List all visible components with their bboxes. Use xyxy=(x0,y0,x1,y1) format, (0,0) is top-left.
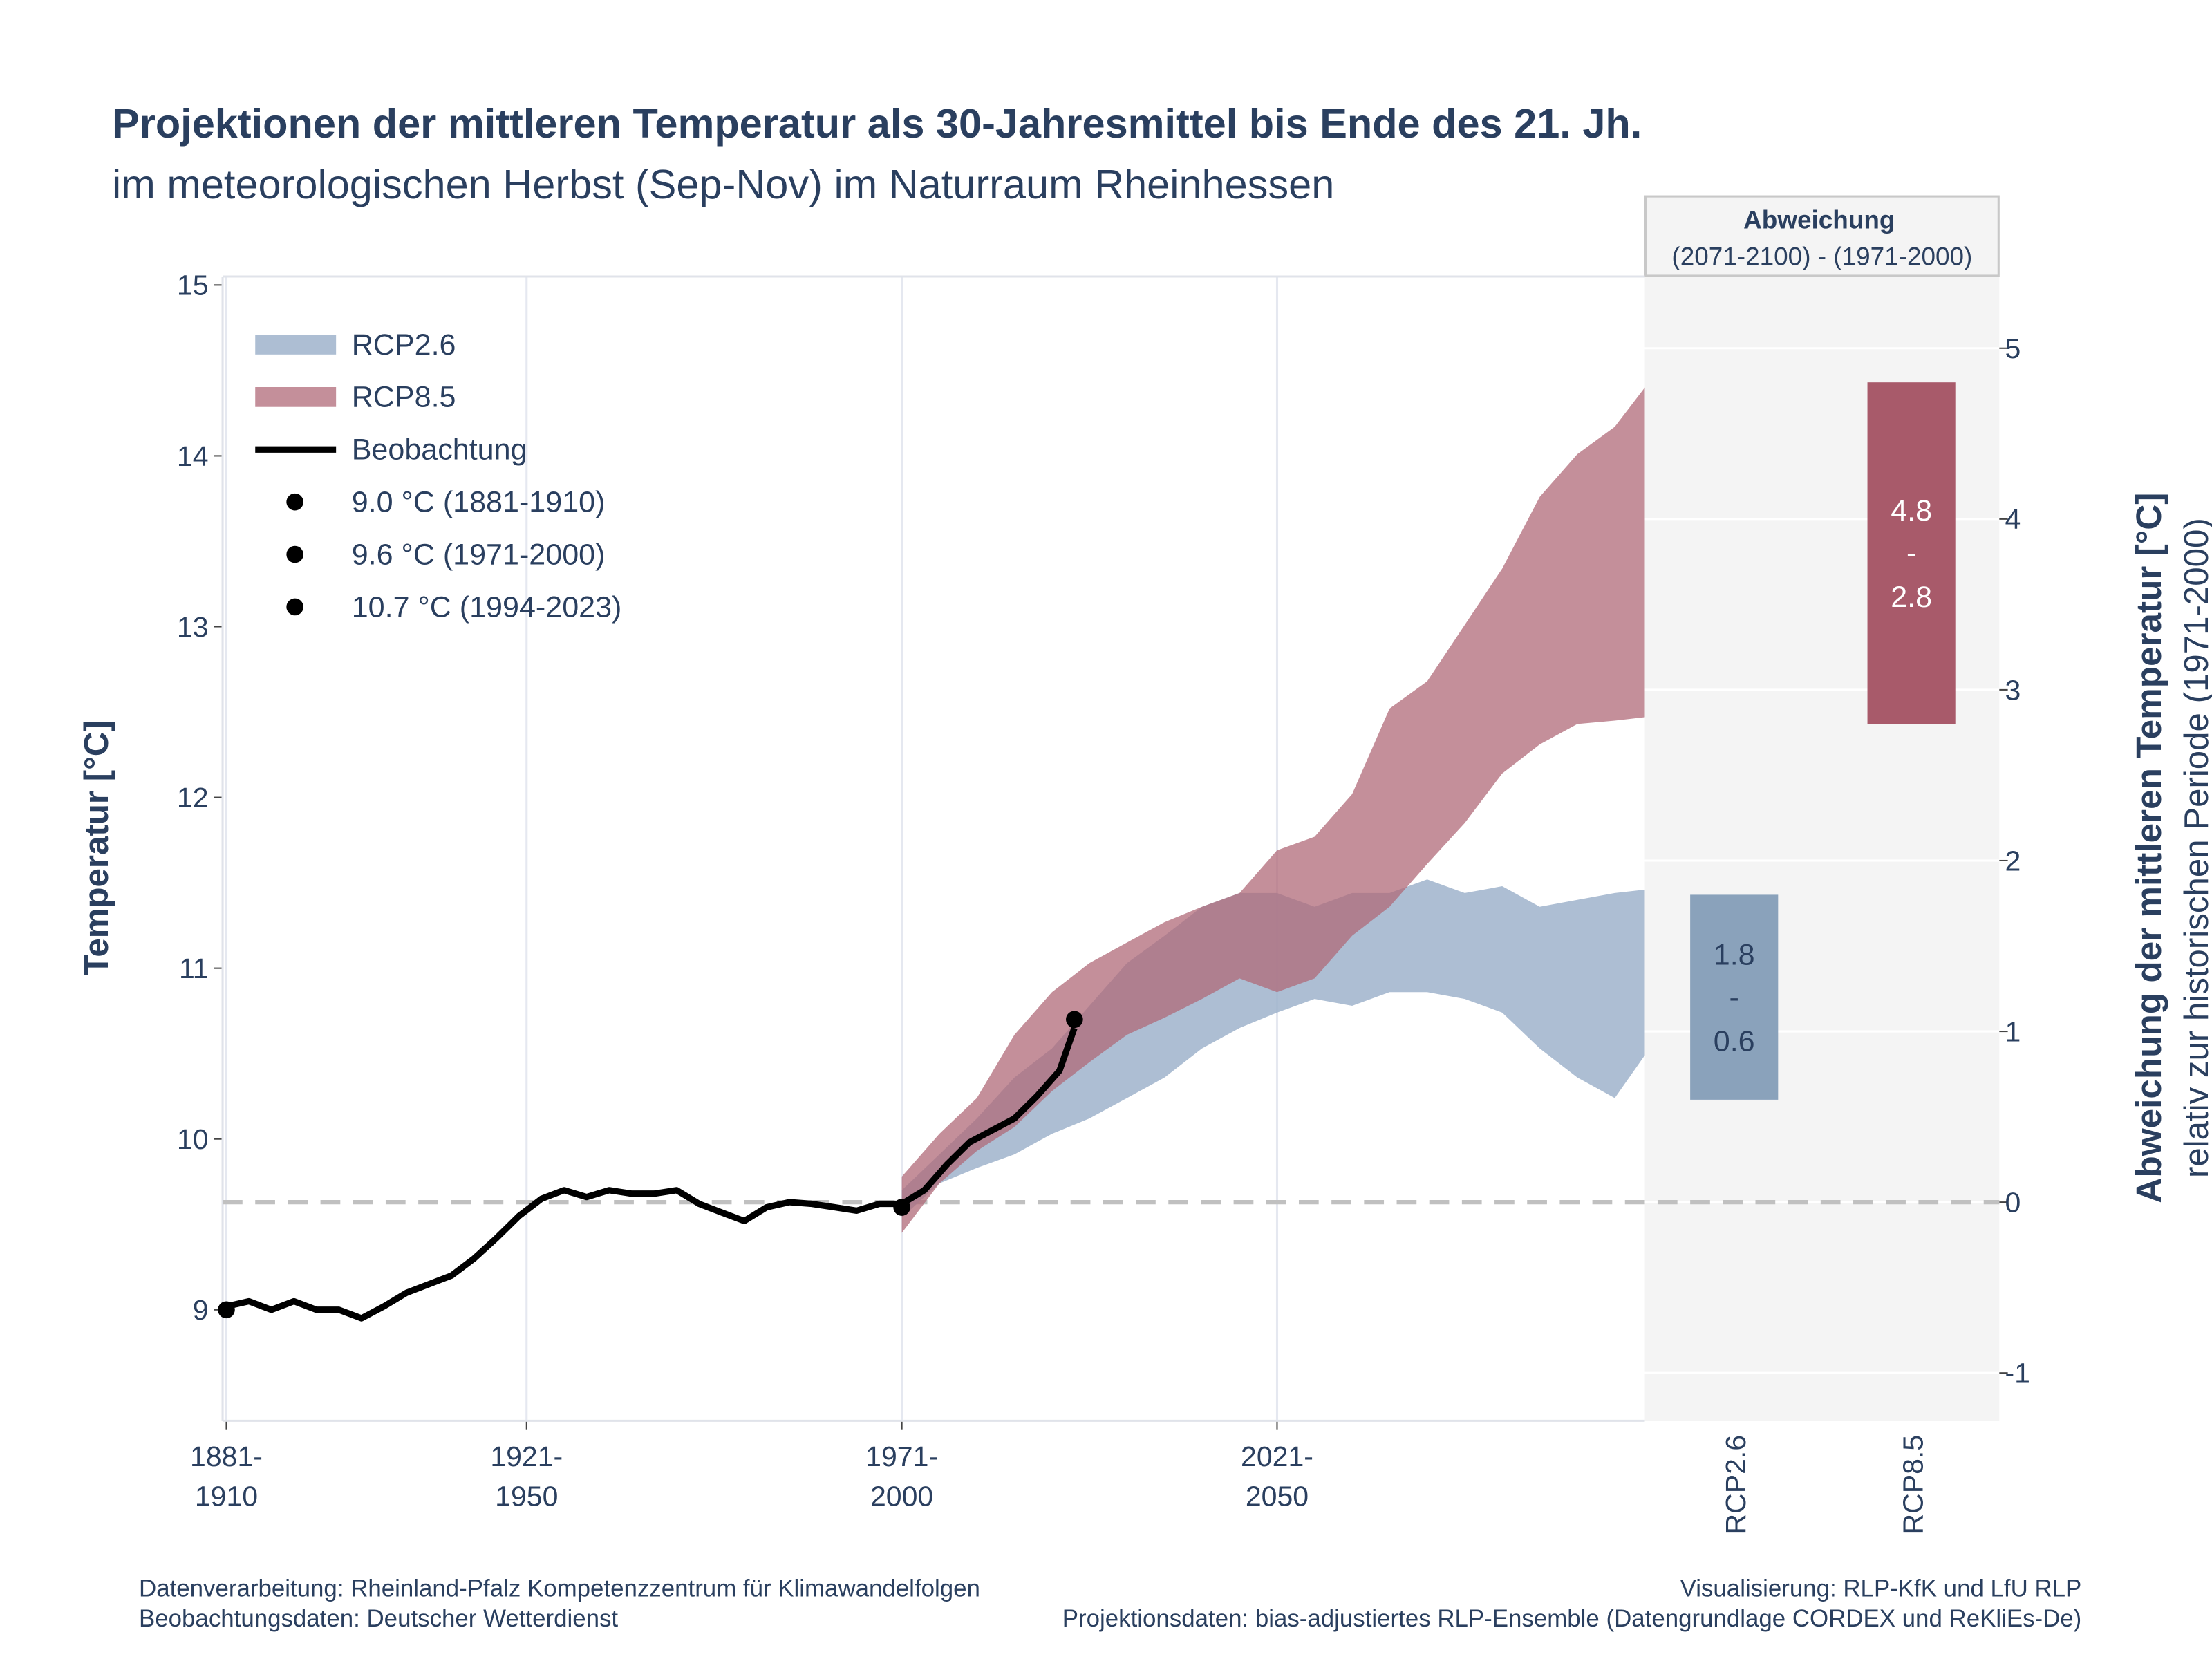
legend: RCP2.6 RCP8.5 Beobachtung 9.0 °C (1881-1910… xyxy=(255,328,621,624)
y-tick-label: 11 xyxy=(179,953,209,984)
x-tick-label: 1971-2000 xyxy=(865,1441,938,1512)
panel-header xyxy=(1644,195,2000,277)
legend-swatch xyxy=(286,598,303,616)
y2-tick-label: 2 xyxy=(2005,845,2021,877)
bar-label: - xyxy=(1906,537,1916,570)
footer-text: Visualisierung: RLP-KfK und LfU RLP xyxy=(1680,1575,2082,1602)
y2-tick-label: 3 xyxy=(2005,674,2021,706)
y-tick-label: 10 xyxy=(177,1123,209,1155)
y2-tick-label: 0 xyxy=(2005,1186,2021,1218)
bar-label: 2.8 xyxy=(1891,581,1932,614)
legend-swatch xyxy=(286,493,303,511)
bar-label: 0.6 xyxy=(1714,1025,1755,1058)
point xyxy=(1066,1011,1083,1029)
bar-label: - xyxy=(1730,981,1739,1014)
legend-label: 9.6 °C (1971-2000) xyxy=(352,538,606,571)
y2-axis-subtitle: relativ zur historischen Periode (1971-2… xyxy=(2177,518,2212,1178)
chart-title: Projektionen der mittleren Temperatur al… xyxy=(112,100,1642,147)
chart-subtitle: im meteorologischen Herbst (Sep-Nov) im … xyxy=(112,161,1334,207)
x-tick-label: 2021-2050 xyxy=(1241,1441,1313,1512)
y-tick-label: 12 xyxy=(177,782,209,814)
y2-tick-label: 1 xyxy=(2005,1015,2021,1047)
x-tick-label: 1921-1950 xyxy=(490,1441,563,1512)
bar-label: 4.8 xyxy=(1891,494,1932,527)
legend-label: 10.7 °C (1994-2023) xyxy=(352,590,622,624)
band-area xyxy=(901,387,1645,1233)
point xyxy=(218,1301,235,1319)
bar-label: 1.8 xyxy=(1714,938,1755,971)
category-label: RCP8.5 xyxy=(1897,1435,1929,1535)
y2-tick-label: -1 xyxy=(2005,1358,2030,1389)
y-tick-label: 14 xyxy=(177,440,209,472)
category-label: RCP2.6 xyxy=(1720,1435,1752,1535)
y2-tick-label: 4 xyxy=(2005,503,2021,535)
y2-axis-title: Abweichung der mittleren Temperatur [°C] xyxy=(2129,493,2168,1203)
plot-layer: 1881-19101921-19501971-20002021-20509101… xyxy=(177,270,2030,1535)
point xyxy=(893,1199,910,1216)
footer-text: Projektionsdaten: bias-adjustiertes RLP-… xyxy=(1062,1605,2081,1632)
footer-text: Datenverarbeitung: Rheinland-Pfalz Kompe… xyxy=(139,1575,980,1602)
y-tick-label: 15 xyxy=(177,270,209,301)
range-bar xyxy=(1690,894,1779,1100)
x-tick-label: 1881-1910 xyxy=(190,1441,263,1512)
legend-swatch xyxy=(255,387,337,407)
legend-label: Beobachtung xyxy=(352,433,527,467)
y2-tick-label: 5 xyxy=(2005,332,2021,364)
y-tick-label: 13 xyxy=(177,611,209,643)
y-axis-title: Temperatur [°C] xyxy=(77,720,115,975)
footer-text: Beobachtungsdaten: Deutscher Wetterdiens… xyxy=(139,1605,618,1632)
legend-label: RCP2.6 xyxy=(352,328,456,362)
line xyxy=(225,1027,1078,1322)
y-tick-label: 9 xyxy=(193,1294,209,1326)
panel-subtitle: (2071-2100) - (1971-2000) xyxy=(1671,243,1972,271)
legend-swatch xyxy=(286,545,303,563)
range-bar xyxy=(1867,382,1956,724)
legend-label: RCP8.5 xyxy=(352,381,456,414)
legend-swatch xyxy=(255,335,337,355)
panel-title: Abweichung xyxy=(1743,205,1895,234)
legend-label: 9.0 °C (1881-1910) xyxy=(352,486,606,519)
band-area xyxy=(901,879,1645,1218)
